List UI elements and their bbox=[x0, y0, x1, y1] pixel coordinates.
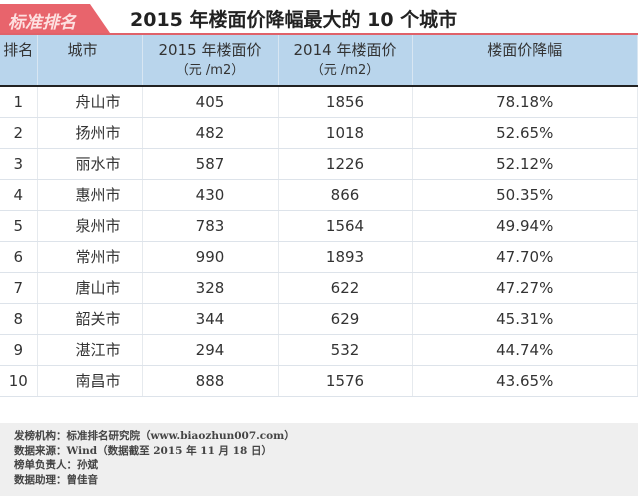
footer-line: 数据助理：曾佳音 bbox=[14, 473, 98, 486]
table-cell: 1018 bbox=[278, 117, 413, 149]
table-row: 10 南昌市 888 1576 43.65% bbox=[0, 365, 638, 397]
table-cell: 舟山市 bbox=[37, 86, 143, 118]
table-cell: 2 bbox=[0, 117, 38, 149]
table-cell: 482 bbox=[142, 117, 279, 149]
column-header: 排名 bbox=[0, 35, 38, 87]
brand-badge: 标准排名 bbox=[0, 4, 110, 33]
table-row: 3 丽水市 587 1226 52.12% bbox=[0, 148, 638, 180]
table-cell: 532 bbox=[278, 334, 413, 366]
table-cell: 1 bbox=[0, 86, 38, 118]
footer-line: 发榜机构：标准排名研究院（www.biaozhun007.com） bbox=[14, 430, 295, 442]
table-cell: 泉州市 bbox=[37, 210, 143, 242]
table-cell: 43.65% bbox=[412, 365, 638, 397]
table-cell: 1856 bbox=[278, 86, 413, 118]
table-cell: 4 bbox=[0, 179, 38, 211]
table-cell: 韶关市 bbox=[37, 303, 143, 335]
table-cell: 328 bbox=[142, 272, 279, 304]
table-cell: 7 bbox=[0, 272, 38, 304]
table-cell: 587 bbox=[142, 148, 279, 180]
table-cell: 1576 bbox=[278, 365, 413, 397]
table-row: 5 泉州市 783 1564 49.94% bbox=[0, 210, 638, 242]
table-cell: 常州市 bbox=[37, 241, 143, 273]
column-label: 排名 bbox=[3, 41, 34, 59]
column-header: 2015 年楼面价 （元 /m2） bbox=[142, 35, 279, 87]
title-bar: 标准排名 2015 年楼面价降幅最大的 10 个城市 bbox=[0, 0, 638, 35]
table-cell: 10 bbox=[0, 365, 38, 397]
table-cell: 南昌市 bbox=[37, 365, 143, 397]
table-row: 8 韶关市 344 629 45.31% bbox=[0, 303, 638, 335]
header-row: 排名 城市 2015 年楼面价 （元 /m2） 2014 年楼面价 （元 /m2） 楼面价降… bbox=[0, 35, 638, 87]
table-cell: 惠州市 bbox=[37, 179, 143, 211]
table-cell: 47.70% bbox=[412, 241, 638, 273]
table-cell: 622 bbox=[278, 272, 413, 304]
column-header: 2014 年楼面价 （元 /m2） bbox=[278, 35, 413, 87]
column-label: 城市 bbox=[67, 41, 98, 59]
table-cell: 8 bbox=[0, 303, 38, 335]
brand-badge-text: 标准排名 bbox=[8, 13, 76, 33]
table-row: 4 惠州市 430 866 50.35% bbox=[0, 179, 638, 211]
column-label: 2015 年楼面价 bbox=[158, 41, 262, 59]
table-cell: 52.65% bbox=[412, 117, 638, 149]
column-unit: （元 /m2） bbox=[175, 63, 245, 78]
table-row: 2 扬州市 482 1018 52.65% bbox=[0, 117, 638, 149]
column-header: 楼面价降幅 bbox=[412, 35, 638, 87]
column-label: 2014 年楼面价 bbox=[293, 41, 397, 59]
table-cell: 990 bbox=[142, 241, 279, 273]
table-cell: 294 bbox=[142, 334, 279, 366]
footer-credits: 发榜机构：标准排名研究院（www.biaozhun007.com） 数据来源：Wi… bbox=[0, 423, 638, 496]
table-cell: 49.94% bbox=[412, 210, 638, 242]
table-cell: 扬州市 bbox=[37, 117, 143, 149]
column-unit: （元 /m2） bbox=[310, 63, 380, 78]
table-cell: 52.12% bbox=[412, 148, 638, 180]
table-cell: 430 bbox=[142, 179, 279, 211]
table-cell: 50.35% bbox=[412, 179, 638, 211]
table-cell: 866 bbox=[278, 179, 413, 211]
footer-line: 榜单负责人：孙斌 bbox=[14, 459, 98, 471]
table-cell: 丽水市 bbox=[37, 148, 143, 180]
table-cell: 1226 bbox=[278, 148, 413, 180]
table-row: 1 舟山市 405 1856 78.18% bbox=[0, 86, 638, 118]
table-cell: 3 bbox=[0, 148, 38, 180]
table-cell: 344 bbox=[142, 303, 279, 335]
table-cell: 47.27% bbox=[412, 272, 638, 304]
table-cell: 45.31% bbox=[412, 303, 638, 335]
table-cell: 783 bbox=[142, 210, 279, 242]
table-cell: 1893 bbox=[278, 241, 413, 273]
table-cell: 405 bbox=[142, 86, 279, 118]
table-cell: 1564 bbox=[278, 210, 413, 242]
table-row: 6 常州市 990 1893 47.70% bbox=[0, 241, 638, 273]
table-cell: 唐山市 bbox=[37, 272, 143, 304]
table-cell: 629 bbox=[278, 303, 413, 335]
page-title: 2015 年楼面价降幅最大的 10 个城市 bbox=[130, 9, 458, 31]
table-cell: 9 bbox=[0, 334, 38, 366]
table-cell: 44.74% bbox=[412, 334, 638, 366]
column-label: 楼面价降幅 bbox=[487, 41, 563, 59]
table-cell: 6 bbox=[0, 241, 38, 273]
table-cell: 78.18% bbox=[412, 86, 638, 118]
table-cell: 888 bbox=[142, 365, 279, 397]
table-row: 7 唐山市 328 622 47.27% bbox=[0, 272, 638, 304]
table-row: 9 湛江市 294 532 44.74% bbox=[0, 334, 638, 366]
ranking-table: 排名 城市 2015 年楼面价 （元 /m2） 2014 年楼面价 （元 /m2） 楼面价降… bbox=[0, 35, 638, 397]
table-cell: 5 bbox=[0, 210, 38, 242]
column-header: 城市 bbox=[37, 35, 143, 87]
footer-line: 数据来源：Wind（数据截至 2015 年 11 月 18 日） bbox=[14, 444, 272, 457]
table-cell: 湛江市 bbox=[37, 334, 143, 366]
